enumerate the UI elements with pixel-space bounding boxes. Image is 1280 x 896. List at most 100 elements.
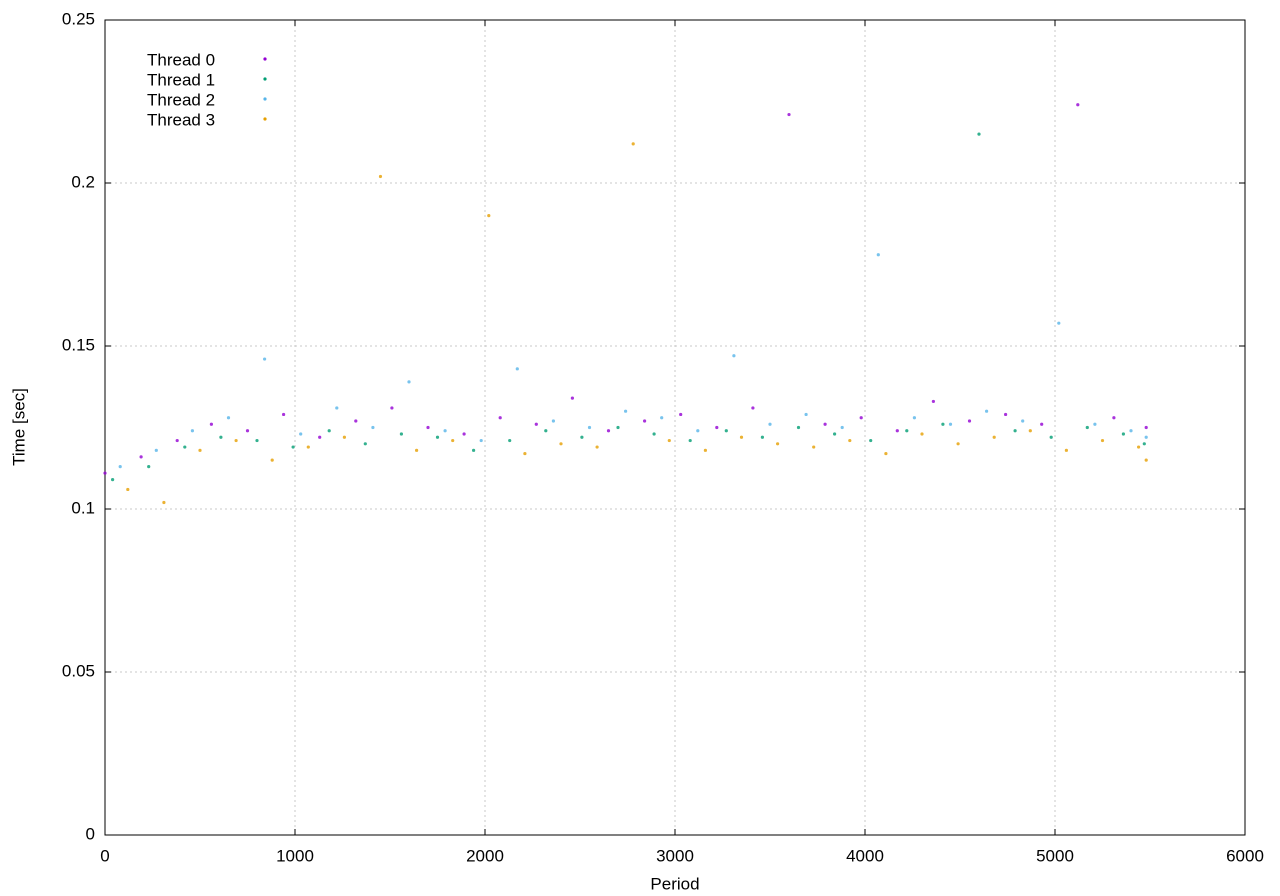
y-tick-label: 0.2 (71, 172, 95, 191)
point (335, 406, 339, 410)
point (354, 419, 358, 423)
point (479, 438, 483, 443)
point (948, 422, 953, 426)
point (1040, 422, 1044, 426)
point (751, 406, 755, 410)
point (399, 432, 403, 436)
point (291, 445, 295, 449)
point (472, 448, 476, 452)
x-tick-label: 4000 (846, 846, 884, 865)
point (1085, 425, 1089, 430)
point (715, 425, 719, 430)
point (1144, 425, 1148, 430)
point (624, 409, 628, 413)
point (732, 354, 736, 358)
point (544, 429, 548, 433)
point (1013, 429, 1017, 433)
point (1100, 438, 1105, 443)
point (616, 425, 620, 430)
point (1076, 103, 1080, 107)
x-tick-label: 1000 (276, 846, 314, 865)
point (327, 429, 331, 433)
legend-label: Thread 2 (147, 90, 215, 109)
point (905, 429, 909, 433)
point (1142, 442, 1146, 446)
point (739, 435, 744, 439)
point (390, 406, 394, 410)
point (688, 438, 692, 443)
point (426, 425, 430, 430)
point (111, 478, 115, 482)
point (652, 432, 656, 436)
point (1144, 435, 1148, 439)
point (1049, 435, 1053, 439)
x-axis-label: Period (650, 874, 699, 893)
point (407, 380, 411, 384)
point (1028, 429, 1032, 433)
point (703, 448, 708, 452)
point (840, 425, 844, 430)
point (869, 438, 873, 443)
legend-swatch (263, 57, 267, 61)
x-tick-label: 3000 (656, 846, 694, 865)
legend-swatch (263, 77, 267, 81)
point (139, 455, 143, 459)
point (198, 448, 202, 452)
point (631, 142, 635, 146)
point (508, 438, 512, 443)
point (884, 451, 888, 456)
point (1021, 419, 1025, 423)
point (487, 214, 491, 218)
point (895, 429, 899, 433)
y-tick-label: 0.15 (62, 335, 95, 354)
point (270, 458, 274, 462)
point (175, 438, 179, 443)
point (660, 416, 664, 420)
point (154, 448, 158, 452)
point (282, 412, 286, 417)
point (587, 425, 592, 430)
point (787, 112, 791, 117)
point (595, 445, 599, 449)
point (1057, 321, 1061, 325)
legend-label: Thread 3 (147, 110, 215, 129)
point (415, 448, 419, 452)
y-tick-label: 0.05 (62, 661, 95, 680)
x-tick-label: 2000 (466, 846, 504, 865)
point (941, 422, 945, 426)
point (876, 253, 880, 257)
y-tick-label: 0.1 (71, 498, 95, 517)
point (1137, 445, 1141, 449)
x-tick-label: 6000 (1226, 846, 1264, 865)
y-tick-label: 0 (86, 824, 95, 843)
point (245, 429, 250, 433)
point (183, 445, 187, 449)
point (318, 435, 322, 439)
point (956, 442, 960, 446)
y-axis-label: Time [sec] (9, 388, 28, 466)
point (823, 422, 827, 426)
point (696, 429, 700, 433)
point (443, 429, 447, 433)
point (103, 471, 107, 475)
point (833, 432, 837, 436)
point (371, 425, 375, 430)
point (162, 500, 166, 505)
point (126, 487, 130, 492)
point (219, 435, 223, 439)
point (190, 429, 194, 433)
point (931, 399, 936, 404)
point (1112, 416, 1116, 420)
point (363, 442, 367, 446)
point (498, 416, 502, 420)
point (667, 438, 671, 443)
legend-label: Thread 0 (147, 50, 215, 69)
point (534, 422, 538, 426)
point (812, 445, 816, 449)
point (977, 132, 981, 136)
point (1144, 458, 1148, 462)
point (263, 357, 267, 361)
point (226, 416, 231, 420)
point (760, 435, 765, 439)
legend-swatch (263, 117, 267, 121)
